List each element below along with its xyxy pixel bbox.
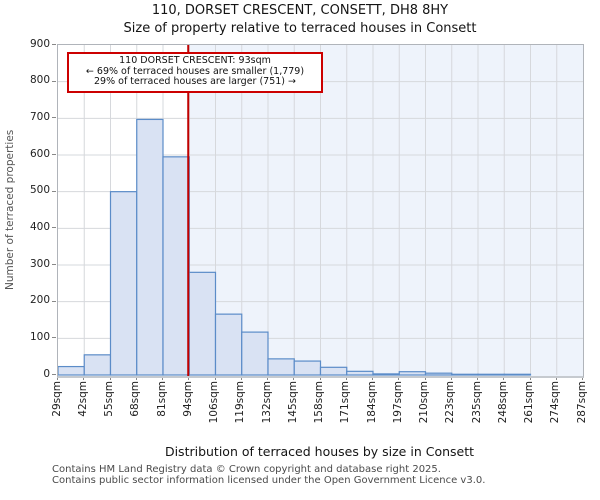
x-tick-mark xyxy=(293,377,295,380)
y-tick-mark xyxy=(52,300,56,302)
y-tick-label: 700 xyxy=(29,110,50,123)
x-tick-mark xyxy=(345,377,347,380)
histogram-bar xyxy=(372,373,400,376)
x-tick-mark xyxy=(372,377,373,380)
x-tick-label: 81sqm xyxy=(155,381,168,417)
annotation-box: 110 DORSET CRESCENT: 93sqm ← 69% of terr… xyxy=(67,52,323,93)
x-tick-label: 184sqm xyxy=(365,381,378,424)
histogram-bar xyxy=(162,156,190,376)
x-tick-label: 29sqm xyxy=(50,381,63,417)
y-tick-mark xyxy=(52,80,56,82)
x-tick-label: 261sqm xyxy=(523,381,535,424)
x-tick-mark xyxy=(503,377,505,380)
x-tick-mark xyxy=(109,377,111,380)
y-tick-label: 400 xyxy=(29,220,50,233)
x-tick-mark xyxy=(267,377,268,380)
histogram-bar xyxy=(477,373,505,376)
x-tick-mark xyxy=(135,377,137,380)
histogram-bar xyxy=(346,370,374,376)
x-tick-label: 248sqm xyxy=(496,381,509,424)
page-title: 110, DORSET CRESCENT, CONSETT, DH8 8HY xyxy=(151,3,449,18)
y-tick-label: 600 xyxy=(29,147,50,160)
x-tick-label: 94sqm xyxy=(181,381,194,417)
page-subtitle: Size of property relative to terraced ho… xyxy=(123,21,477,36)
footer: Contains HM Land Registry data © Crown c… xyxy=(52,464,486,486)
x-tick-label: 42sqm xyxy=(76,381,89,417)
y-tick-mark xyxy=(52,190,56,192)
y-tick-mark xyxy=(52,44,56,45)
y-axis-title: Number of terraced properties xyxy=(4,129,16,290)
x-tick-mark xyxy=(240,377,242,380)
x-tick-label: 132sqm xyxy=(260,381,273,424)
x-tick-label: 287sqm xyxy=(575,381,588,424)
x-tick-label: 197sqm xyxy=(391,381,404,424)
x-tick-label: 235sqm xyxy=(470,381,483,424)
histogram-canvas xyxy=(58,45,583,376)
y-tick-label: 0 xyxy=(43,367,50,380)
histogram-bar xyxy=(267,358,295,376)
y-tick-mark xyxy=(52,264,56,265)
x-tick-mark xyxy=(529,377,531,380)
x-tick-mark xyxy=(424,377,426,380)
x-tick-label: 55sqm xyxy=(103,381,115,417)
histogram-bar xyxy=(58,365,85,376)
y-tick-label: 500 xyxy=(29,184,50,197)
y-tick-mark xyxy=(52,154,56,155)
x-tick-label: 158sqm xyxy=(313,381,325,424)
x-tick-label: 223sqm xyxy=(444,381,457,424)
footer-line-1: Contains HM Land Registry data © Crown c… xyxy=(52,464,441,475)
y-tick-mark xyxy=(52,374,56,375)
histogram-bar xyxy=(451,373,479,376)
footer-line-2: Contains public sector information licen… xyxy=(52,474,486,486)
y-tick-label: 200 xyxy=(29,294,50,307)
histogram-bar xyxy=(83,354,112,376)
x-tick-mark xyxy=(319,377,321,380)
y-tick-mark xyxy=(52,117,56,119)
x-tick-mark xyxy=(398,377,400,380)
histogram-bar xyxy=(424,372,453,376)
x-tick-mark xyxy=(477,377,478,380)
x-tick-mark xyxy=(450,377,452,380)
x-tick-mark xyxy=(57,377,58,380)
histogram-bar xyxy=(319,366,348,376)
y-tick-label: 100 xyxy=(29,330,50,343)
x-tick-label: 68sqm xyxy=(129,381,142,417)
x-tick-mark xyxy=(582,377,583,380)
histogram-bar xyxy=(214,313,243,376)
annotation-property-size: 110 DORSET CRESCENT: 93sqm xyxy=(119,55,271,66)
x-axis-title: Distribution of terraced houses by size … xyxy=(164,444,475,459)
histogram-bar xyxy=(109,191,138,376)
x-tick-mark xyxy=(162,377,163,380)
larger-region-shading xyxy=(188,45,583,376)
x-tick-mark xyxy=(83,377,85,380)
x-tick-mark xyxy=(188,377,190,380)
histogram-bar xyxy=(503,373,532,376)
y-tick-mark xyxy=(52,227,56,229)
x-tick-mark xyxy=(214,377,216,380)
y-tick-label: 800 xyxy=(29,74,50,87)
histogram-bar xyxy=(136,118,164,376)
x-tick-label: 119sqm xyxy=(234,381,247,424)
histogram-bar xyxy=(293,360,322,376)
annotation-larger-pct: 29% of terraced houses are larger (751) … xyxy=(94,76,296,88)
histogram-bar xyxy=(398,371,427,376)
x-tick-mark xyxy=(555,377,557,380)
histogram-bar xyxy=(188,271,217,376)
x-tick-label: 106sqm xyxy=(208,381,220,424)
histogram-bar xyxy=(241,331,269,376)
y-tick-label: 900 xyxy=(29,37,50,50)
x-tick-label: 210sqm xyxy=(418,381,430,424)
y-tick-label: 300 xyxy=(29,257,50,270)
x-tick-label: 145sqm xyxy=(286,381,299,424)
plot-area: 110 DORSET CRESCENT: 93sqm ← 69% of terr… xyxy=(57,44,584,378)
x-tick-label: 274sqm xyxy=(549,381,562,424)
x-tick-label: 171sqm xyxy=(339,381,352,424)
y-tick-mark xyxy=(52,337,56,339)
annotation-smaller-pct: ← 69% of terraced houses are smaller (1,… xyxy=(85,65,305,77)
